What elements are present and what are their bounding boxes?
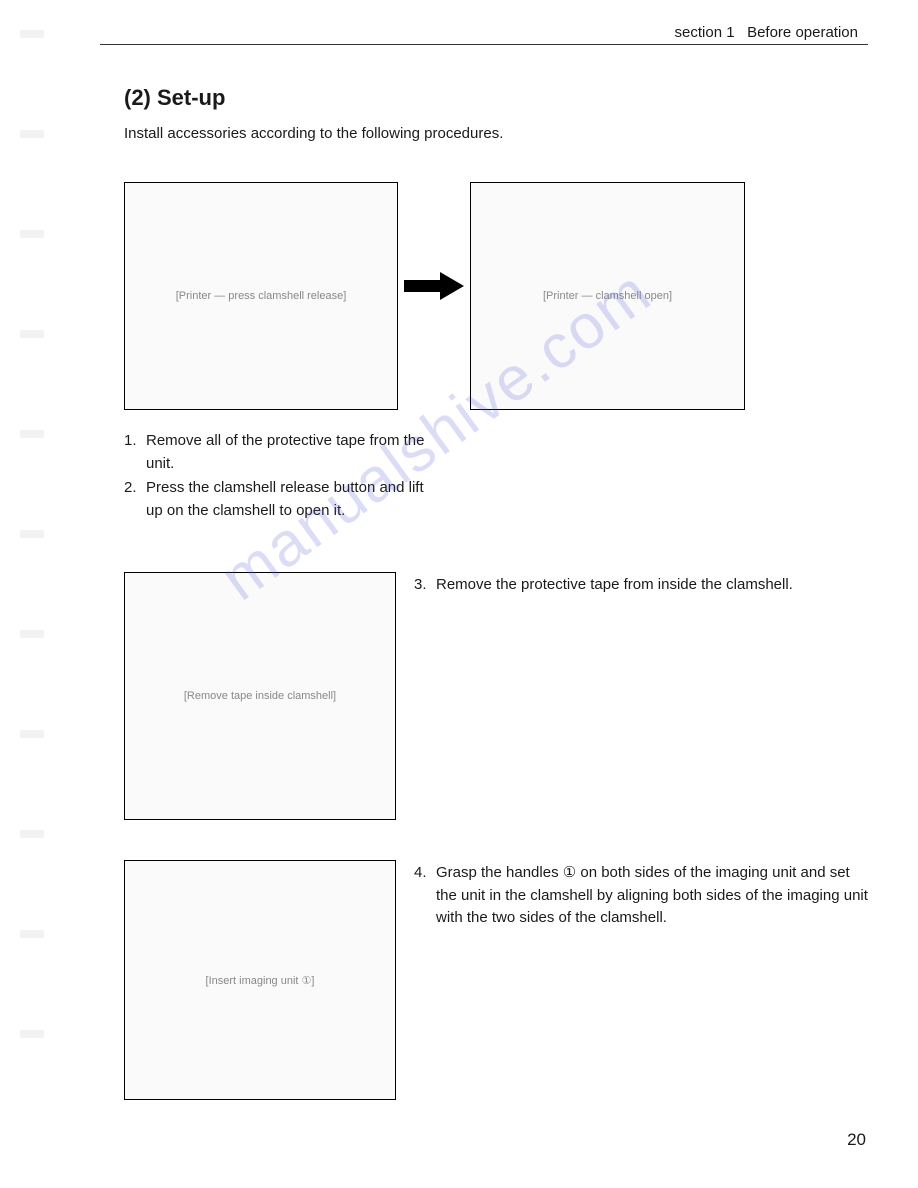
figure-3-placeholder: [Remove tape inside clamshell]: [176, 682, 344, 710]
figure-2-placeholder: [Printer — clamshell open]: [535, 282, 680, 310]
step-2-num: 2.: [124, 477, 146, 522]
section-label: section 1: [675, 24, 735, 41]
step-2: 2. Press the clamshell release button an…: [124, 477, 444, 522]
page-header: section 1 Before operation: [100, 24, 868, 45]
step-3-text: Remove the protective tape from inside t…: [436, 574, 868, 597]
figure-1-placeholder: [Printer — press clamshell release]: [168, 282, 355, 310]
step-3: 3. Remove the protective tape from insid…: [414, 574, 868, 597]
step-1: 1. Remove all of the protective tape fro…: [124, 430, 444, 475]
step-4: 4. Grasp the handles ① on both sides of …: [414, 862, 868, 930]
steps-block-1: 1. Remove all of the protective tape fro…: [124, 430, 444, 522]
figure-3: [Remove tape inside clamshell]: [124, 572, 396, 820]
arrow-icon: [404, 272, 464, 300]
step-4-text: Grasp the handles ① on both sides of the…: [436, 862, 868, 930]
step-1-text: Remove all of the protective tape from t…: [146, 430, 444, 475]
figure-2: [Printer — clamshell open]: [470, 182, 745, 410]
scan-binding-marks: [0, 0, 60, 1188]
intro-text: Install accessories according to the fol…: [124, 125, 868, 142]
page-number: 20: [847, 1130, 866, 1150]
figure-4-placeholder: [Insert imaging unit ①]: [198, 966, 323, 995]
step-4-num: 4.: [414, 862, 436, 930]
section-title: Before operation: [747, 24, 858, 41]
page-title: (2) Set-up: [124, 85, 868, 111]
step-3-num: 3.: [414, 574, 436, 597]
step-2-text: Press the clamshell release button and l…: [146, 477, 444, 522]
figure-1: [Printer — press clamshell release]: [124, 182, 398, 410]
figure-4: [Insert imaging unit ①]: [124, 860, 396, 1100]
step-1-num: 1.: [124, 430, 146, 475]
